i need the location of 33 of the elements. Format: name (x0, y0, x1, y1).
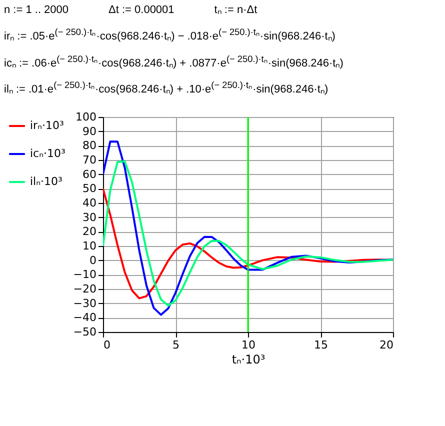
x-tick-label: 20 (380, 338, 394, 352)
y-tick-label: −10 (73, 268, 96, 282)
y-tick-label: 30 (82, 210, 96, 224)
x-tick-label: 15 (314, 338, 328, 352)
text: irₙ := .05·e$^{(− 250.)·tₙ}$·cos(968.246·tₙ) − .018·e$^{(− 250.)·tₙ}$·sin(968.246·tₙ) (4, 26, 336, 44)
y-tick-label: −50 (73, 325, 96, 338)
text: tₙ := n·Δt (214, 4, 258, 16)
x-axis-title: tₙ·10³ (232, 352, 266, 366)
line-series (103, 140, 393, 316)
text: ilₙ := .01·e$^{(− 250.)·tₙ}$·cos(968.246·tₙ) + .10·e$^{(− 250.)·tₙ}$·sin(968.246·tₙ) (4, 79, 330, 97)
legend-label: irₙ·10³ (30, 118, 64, 132)
y-tick-label: −20 (73, 282, 96, 296)
y-tick-label: 40 (82, 196, 96, 210)
line-series (103, 160, 393, 307)
text: icₙ := .06·e$^{(− 250.)·tₙ}$·cos(968.246·tₙ) + .0877·e$^{(− 250.)·tₙ}$·sin(968.246·tₙ) (4, 52, 344, 70)
text: Δt := 0.00001 (108, 4, 174, 16)
y-tick-label: 80 (82, 139, 96, 152)
y-tick-label: 50 (82, 182, 96, 196)
y-tick-label: 10 (82, 239, 96, 252)
y-tick-label: 90 (82, 124, 96, 138)
legend-label: ilₙ·10³ (30, 174, 62, 188)
y-tick-label: 20 (82, 225, 96, 238)
y-tick-label: −40 (73, 311, 96, 324)
text: n := 1 .. 2000 (4, 4, 69, 16)
legend-label: icₙ·10³ (30, 146, 66, 160)
y-tick-label: −30 (73, 296, 96, 310)
y-tick-label: 60 (82, 168, 96, 181)
y-tick-label: 100 (76, 110, 96, 124)
x-tick-label: 0 (104, 338, 110, 352)
y-tick-label: 0 (90, 254, 96, 267)
x-tick-label: 5 (172, 338, 180, 352)
y-tick-label: 70 (82, 153, 96, 166)
x-tick-label: 10 (242, 338, 256, 352)
